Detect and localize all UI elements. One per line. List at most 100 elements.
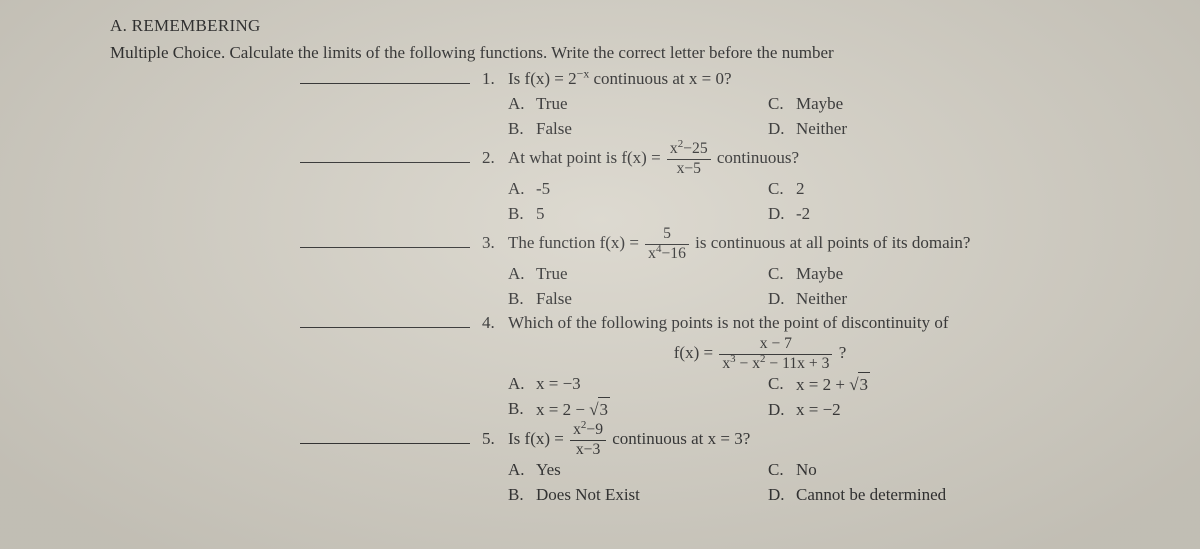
text: continuous at x = 3? bbox=[608, 429, 750, 448]
answer-blank[interactable] bbox=[300, 232, 470, 248]
option-text: True bbox=[536, 92, 568, 117]
answer-blank[interactable] bbox=[300, 428, 470, 444]
text: is continuous at all points of its domai… bbox=[691, 233, 971, 252]
answer-blank[interactable] bbox=[300, 68, 470, 84]
options-row: A.True B.False C.Maybe D.Neither bbox=[508, 92, 1160, 141]
option-text: x = 2 − 3 bbox=[536, 397, 610, 423]
question-text: Which of the following points is not the… bbox=[508, 311, 1160, 336]
answer-blank[interactable] bbox=[300, 147, 470, 163]
pre: x = 2 − bbox=[536, 400, 589, 419]
d-a: x bbox=[722, 355, 730, 372]
exponent: −x bbox=[577, 67, 590, 81]
den: x−5 bbox=[667, 160, 711, 177]
text: Is bbox=[508, 429, 525, 448]
instructions: Multiple Choice. Calculate the limits of… bbox=[110, 41, 1160, 66]
option-b[interactable]: B.x = 2 − 3 bbox=[508, 397, 768, 423]
eq-lhs: f(x) = bbox=[674, 343, 718, 362]
option-text: Neither bbox=[796, 287, 847, 312]
option-a[interactable]: A.Yes bbox=[508, 458, 768, 483]
text: continuous? bbox=[713, 148, 799, 167]
question-number: 5. bbox=[482, 427, 508, 452]
question-number: 3. bbox=[482, 231, 508, 256]
question-text: The function f(x) = 5x4−16 is continuous… bbox=[508, 226, 1160, 262]
option-letter: A. bbox=[508, 372, 536, 397]
den-a: x bbox=[648, 245, 656, 262]
option-letter: C. bbox=[768, 262, 796, 287]
question-5: 5. Is f(x) = x2−9x−3 continuous at x = 3… bbox=[300, 422, 1160, 458]
fn: f(x) = bbox=[525, 429, 569, 448]
option-letter: D. bbox=[768, 483, 796, 508]
option-c[interactable]: C.2 bbox=[768, 177, 1028, 202]
option-letter: A. bbox=[508, 177, 536, 202]
num-a: x bbox=[670, 140, 678, 157]
option-text: Yes bbox=[536, 458, 561, 483]
option-text: False bbox=[536, 287, 572, 312]
option-b[interactable]: B.False bbox=[508, 117, 768, 142]
option-text: x = −3 bbox=[536, 372, 581, 397]
option-text: True bbox=[536, 262, 568, 287]
equation: f(x) = x − 7x3 − x2 − 11x + 3 ? bbox=[360, 336, 1160, 372]
option-letter: D. bbox=[768, 117, 796, 142]
sqrt-icon: 3 bbox=[849, 372, 870, 398]
option-b[interactable]: B.False bbox=[508, 287, 768, 312]
options-row: A.True B.False C.Maybe D.Neither bbox=[508, 262, 1160, 311]
option-text: Does Not Exist bbox=[536, 483, 640, 508]
fn: f(x) = 2 bbox=[525, 69, 577, 88]
option-text: Cannot be determined bbox=[796, 483, 946, 508]
option-c[interactable]: C.Maybe bbox=[768, 262, 1028, 287]
num-a: x bbox=[573, 421, 581, 438]
question-list: 1. Is f(x) = 2−x continuous at x = 0? A.… bbox=[110, 67, 1160, 507]
option-d[interactable]: D.Neither bbox=[768, 117, 1028, 142]
option-text: Neither bbox=[796, 117, 847, 142]
question-4: 4. Which of the following points is not … bbox=[300, 311, 1160, 336]
option-d[interactable]: D.Cannot be determined bbox=[768, 483, 1028, 508]
question-number: 4. bbox=[482, 311, 508, 336]
option-b[interactable]: B.Does Not Exist bbox=[508, 483, 768, 508]
option-a[interactable]: A.-5 bbox=[508, 177, 768, 202]
option-d[interactable]: D.Neither bbox=[768, 287, 1028, 312]
option-text: Maybe bbox=[796, 92, 843, 117]
option-d[interactable]: D.-2 bbox=[768, 202, 1028, 227]
fraction: x − 7x3 − x2 − 11x + 3 bbox=[719, 336, 832, 372]
question-3: 3. The function f(x) = 5x4−16 is continu… bbox=[300, 226, 1160, 262]
text: continuous at x = 0? bbox=[589, 69, 731, 88]
option-c[interactable]: C.x = 2 + 3 bbox=[768, 372, 1028, 398]
option-letter: B. bbox=[508, 397, 536, 423]
question-text: At what point is f(x) = x2−25x−5 continu… bbox=[508, 141, 1160, 177]
option-letter: D. bbox=[768, 398, 796, 423]
option-letter: B. bbox=[508, 483, 536, 508]
option-text: x = −2 bbox=[796, 398, 841, 423]
fraction: x2−25x−5 bbox=[667, 141, 711, 177]
option-text: 5 bbox=[536, 202, 545, 227]
option-letter: B. bbox=[508, 202, 536, 227]
answer-blank[interactable] bbox=[300, 312, 470, 328]
options-row: A.x = −3 B.x = 2 − 3 C.x = 2 + 3 D.x = −… bbox=[508, 372, 1160, 422]
question-text: Is f(x) = x2−9x−3 continuous at x = 3? bbox=[508, 422, 1160, 458]
option-c[interactable]: C.No bbox=[768, 458, 1028, 483]
option-a[interactable]: A.True bbox=[508, 92, 768, 117]
pre: x = 2 + bbox=[796, 375, 849, 394]
fn: f(x) = bbox=[600, 233, 644, 252]
option-text: False bbox=[536, 117, 572, 142]
num-b: −25 bbox=[683, 140, 707, 157]
num: 5 bbox=[645, 226, 689, 244]
option-letter: C. bbox=[768, 177, 796, 202]
option-letter: C. bbox=[768, 372, 796, 398]
option-a[interactable]: A.x = −3 bbox=[508, 372, 768, 397]
option-text: -5 bbox=[536, 177, 550, 202]
option-c[interactable]: C.Maybe bbox=[768, 92, 1028, 117]
options-row: A.Yes B.Does Not Exist C.No D.Cannot be … bbox=[508, 458, 1160, 507]
question-text: Is f(x) = 2−x continuous at x = 0? bbox=[508, 67, 1160, 92]
text: At what point is bbox=[508, 148, 621, 167]
option-letter: D. bbox=[768, 202, 796, 227]
option-text: -2 bbox=[796, 202, 810, 227]
question-2: 2. At what point is f(x) = x2−25x−5 cont… bbox=[300, 141, 1160, 177]
text: Is bbox=[508, 69, 525, 88]
option-a[interactable]: A.True bbox=[508, 262, 768, 287]
question-number: 1. bbox=[482, 67, 508, 92]
option-b[interactable]: B.5 bbox=[508, 202, 768, 227]
option-letter: C. bbox=[768, 458, 796, 483]
d-c: − 11x + 3 bbox=[766, 355, 830, 372]
rad: 3 bbox=[598, 397, 611, 423]
option-d[interactable]: D.x = −2 bbox=[768, 398, 1028, 423]
